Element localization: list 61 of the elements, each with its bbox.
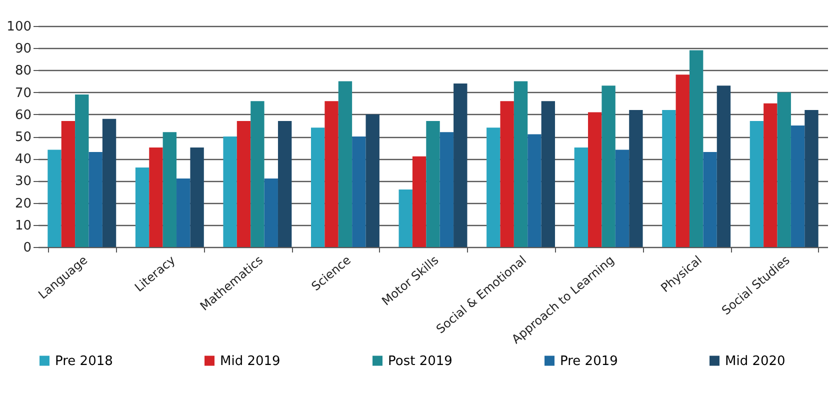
bar [426,121,440,247]
bar [264,178,278,247]
bar [366,114,380,247]
y-tick-label: 100 [6,20,32,34]
bar [528,134,542,247]
bar [223,136,237,247]
legend-label: Pre 2019 [560,354,618,369]
y-tick-label: 0 [23,240,32,256]
legend-label: Post 2019 [388,354,452,369]
bar [500,101,514,247]
bar [61,121,76,247]
y-tick-label: 40 [14,152,32,168]
legend-label: Pre 2018 [55,354,113,369]
y-tick-label: 50 [14,130,32,145]
bar [662,110,676,247]
y-tick-label: 70 [14,86,32,101]
bar [398,190,412,247]
bar [676,74,690,247]
bar [804,110,818,247]
bar [716,86,731,247]
bar [149,148,163,247]
bar [88,152,102,247]
bar [412,156,426,247]
bar [135,167,150,247]
y-tick-label: 30 [14,174,32,190]
bar [574,148,588,247]
y-tick-label: 90 [14,42,32,57]
bar [338,81,352,247]
bar [250,101,264,247]
bar [324,101,338,247]
bar [703,152,717,247]
y-tick-label: 60 [14,108,32,123]
bar [102,118,116,247]
y-tick-label: 10 [14,218,32,234]
bar [486,128,500,247]
bar [176,178,190,247]
bar [790,125,805,247]
bar [588,112,602,247]
bar [310,128,325,247]
y-tick-label: 20 [14,196,32,212]
bar [629,110,643,247]
bar [162,132,177,247]
bar [190,148,204,247]
bar [541,101,556,247]
bar [689,50,704,247]
bar [75,94,89,247]
bar [777,92,791,247]
bar [514,81,528,247]
legend-label: Mid 2019 [220,354,280,369]
bar [236,121,251,247]
bar [48,150,62,247]
bar [750,121,764,247]
bar [440,132,454,247]
bar [602,86,616,247]
bar [764,103,778,247]
bar [454,83,468,247]
y-tick-label: 80 [14,64,32,79]
bar [278,121,292,247]
bar [615,150,630,247]
legend-label: Mid 2020 [725,354,786,369]
bar [352,136,366,247]
